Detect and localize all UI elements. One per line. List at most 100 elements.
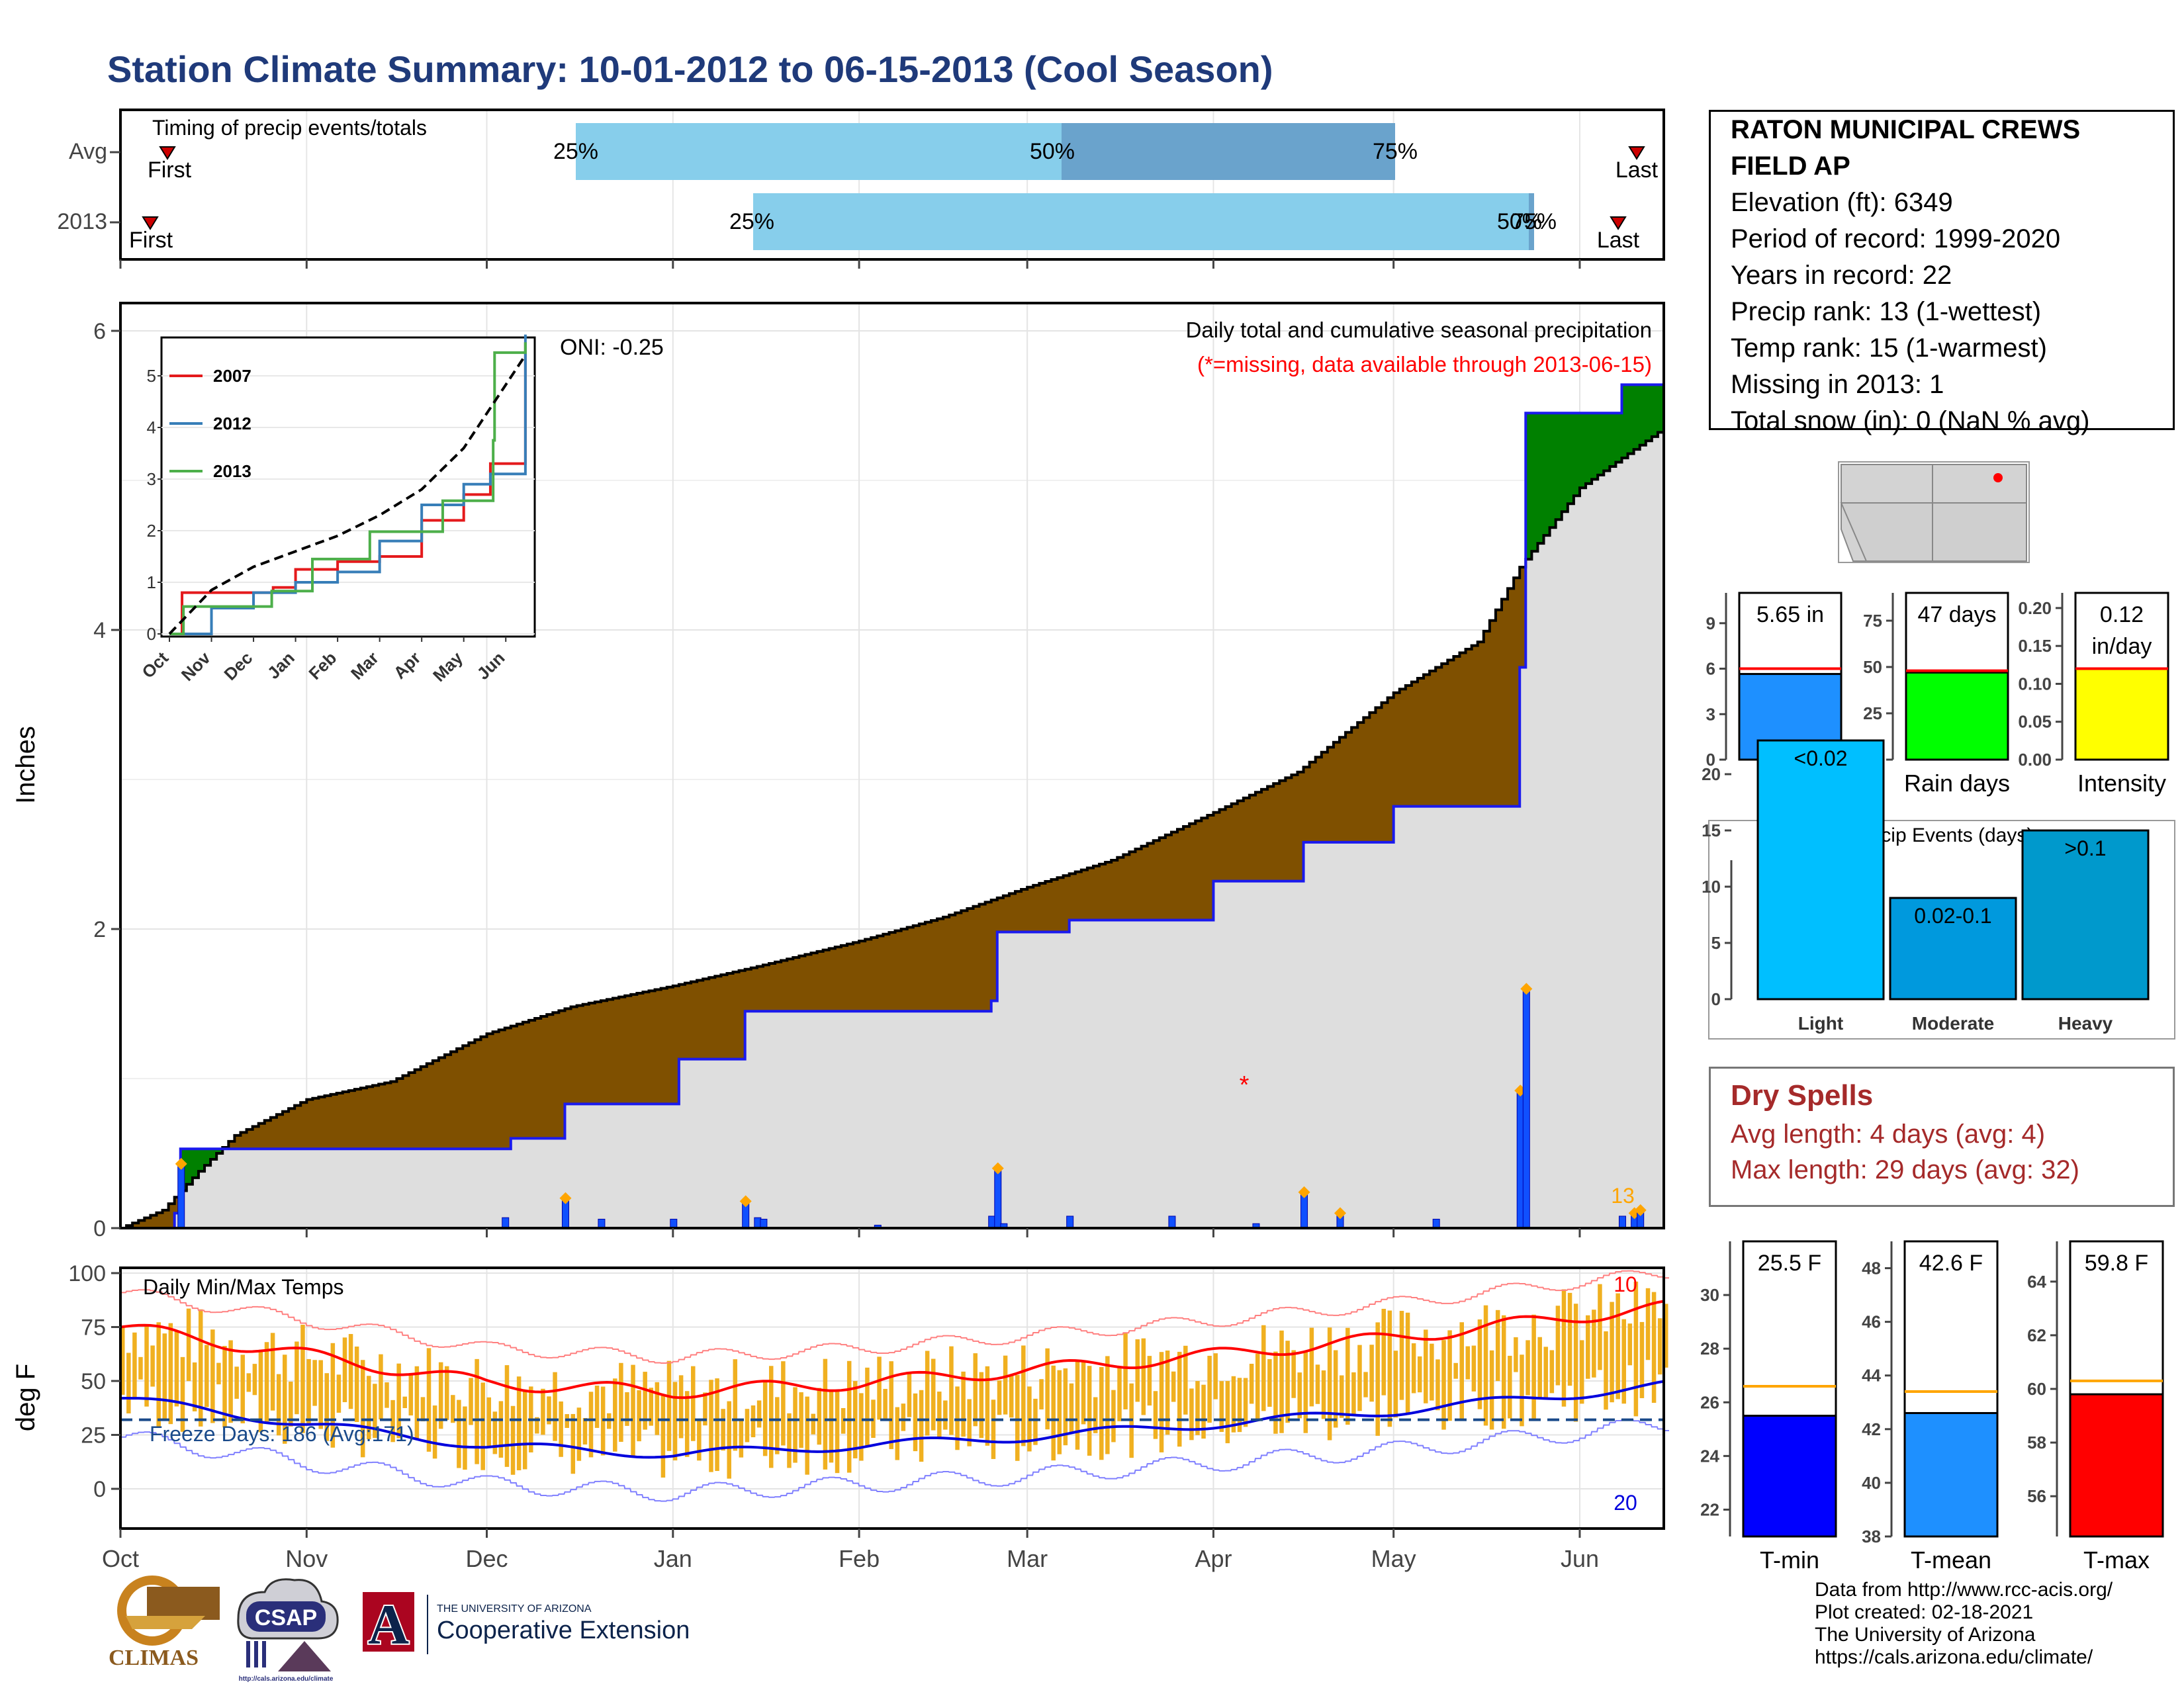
daily-temp-bar	[150, 1345, 155, 1387]
daily-temp-bar	[1537, 1337, 1542, 1399]
daily-temp-bar	[1405, 1312, 1410, 1415]
daily-temp-bar	[1345, 1327, 1350, 1425]
avg-bar-late	[1062, 123, 1395, 180]
daily-temp-bar	[1543, 1347, 1549, 1398]
record-low-line	[120, 1419, 1669, 1502]
daily-temp-bar	[1664, 1304, 1668, 1368]
daily-temp-bar	[228, 1340, 233, 1423]
daily-temp-bar	[787, 1413, 792, 1468]
daily-temp-bar	[1093, 1397, 1098, 1433]
daily-temp-bar	[1141, 1338, 1146, 1415]
daily-temp-bar	[1657, 1318, 1662, 1375]
credit-university: The University of Arizona	[1815, 1624, 2036, 1646]
daily-temp-bar	[373, 1384, 377, 1439]
heavy-day-marker	[1298, 1186, 1310, 1198]
y2013-75-label: 75%	[1512, 209, 1557, 234]
daily-temp-bar	[1567, 1292, 1572, 1386]
page-title: Station Climate Summary: 10-01-2012 to 0…	[107, 48, 1273, 90]
daily-temp-bar	[649, 1388, 654, 1426]
station-years: Years in record: 22	[1731, 261, 1952, 290]
tmean-summary-tick-label: 48	[1862, 1259, 1881, 1278]
daily-temp-bar	[486, 1397, 492, 1446]
daily-temp-bar	[768, 1366, 774, 1468]
heavy-day-marker	[1520, 983, 1533, 995]
events-tick-label: 0	[1711, 989, 1721, 1009]
daily-temp-bar	[1363, 1372, 1368, 1398]
heavy-day-marker	[559, 1192, 572, 1204]
daily-temp-bar	[1453, 1362, 1458, 1379]
daily-temp-bar	[330, 1343, 336, 1448]
daily-temp-bar	[582, 1418, 588, 1445]
svg-text:THE UNIVERSITY OF ARIZONA: THE UNIVERSITY OF ARIZONA	[437, 1603, 592, 1615]
daily-temp-bar	[1340, 1375, 1344, 1418]
daily-temp-bar	[943, 1400, 948, 1430]
daily-temp-bar	[1291, 1350, 1296, 1398]
daily-temp-bar	[1465, 1346, 1471, 1380]
daily-temp-bar	[1021, 1345, 1026, 1446]
dry-spells-max: Max length: 29 days (avg: 32)	[1731, 1155, 2079, 1184]
daily-temp-bar	[678, 1375, 684, 1439]
daily-temp-bar	[1598, 1284, 1602, 1370]
station-snow: Total snow (in): 0 (NaN % avg)	[1731, 406, 2090, 435]
inset-series-line	[169, 342, 527, 635]
daily-temp-bar	[1189, 1388, 1194, 1441]
inset-ytick-label: 3	[147, 469, 156, 489]
daily-temp-bar	[961, 1371, 966, 1437]
svg-text:Cooperative Extension: Cooperative Extension	[437, 1617, 690, 1644]
daily-temp-bar	[1351, 1372, 1356, 1415]
daily-temp-bar	[1003, 1355, 1008, 1415]
daily-temp-bar	[451, 1395, 455, 1423]
tmean-summary-bar	[1903, 1411, 1999, 1538]
tmin-summary-bar	[1742, 1415, 1837, 1538]
daily-temp-bar	[1417, 1356, 1422, 1393]
inset-legend-label: 2007	[213, 366, 251, 386]
daily-temp-bar	[1447, 1330, 1452, 1421]
daily-temp-bar	[264, 1342, 269, 1424]
csap-logo: CSAP http://cals.arizona.edu/climate	[237, 1578, 339, 1683]
deficit-fill	[126, 567, 1526, 1228]
daily-temp-bar	[1333, 1350, 1338, 1428]
heavy-day-marker	[1634, 1204, 1647, 1216]
daily-temp-bar	[1573, 1304, 1578, 1422]
daily-precip-bar	[1522, 988, 1530, 1229]
daily-temp-bar	[252, 1364, 257, 1396]
cold-count: 20	[1614, 1491, 1637, 1515]
daily-temp-bar	[1520, 1355, 1524, 1427]
daily-temp-bar	[1081, 1360, 1086, 1425]
month-label: Jun	[1561, 1545, 1599, 1572]
row-label-avg: Avg	[69, 139, 107, 164]
station-period: Period of record: 1999-2020	[1731, 224, 2061, 253]
daily-temp-bar	[1225, 1381, 1230, 1444]
intensity-summary-tick-label: 0.15	[2018, 636, 2052, 656]
month-label: Jan	[654, 1545, 692, 1572]
daily-temp-bar	[823, 1358, 828, 1470]
daily-temp-bar	[276, 1374, 281, 1436]
daily-temp-bar	[1375, 1322, 1380, 1436]
daily-temp-bar	[475, 1358, 479, 1464]
hot-count: 10	[1614, 1272, 1637, 1296]
daily-temp-bar	[198, 1309, 203, 1427]
daily-temp-bar	[570, 1413, 576, 1474]
y2013-25-label: 25%	[729, 209, 774, 234]
daily-temp-bar	[300, 1324, 305, 1433]
daily-temp-bar	[222, 1346, 227, 1428]
daily-temp-bar	[684, 1391, 690, 1457]
daily-temp-bar	[703, 1392, 707, 1426]
intensity-summary: 0.00 0.05 0.10 0.15 0.20 0.12 in/day Intensity	[2018, 592, 2169, 797]
svg-text:http://cals.arizona.edu/climat: http://cals.arizona.edu/climate	[239, 1675, 334, 1683]
daily-temp-bar	[1009, 1374, 1014, 1418]
daily-temp-bar	[1441, 1340, 1446, 1430]
precip-ytick-label: 6	[93, 319, 106, 344]
temp-ytick-label: 75	[81, 1315, 106, 1341]
month-label: Apr	[1195, 1545, 1232, 1572]
daily-temp-bar	[1099, 1366, 1104, 1460]
station-elevation: Elevation (ft): 6349	[1731, 188, 1953, 217]
daily-temp-bar	[1309, 1327, 1314, 1407]
intensity-summary-unit-label: in/day	[2092, 634, 2152, 659]
daily-temp-bar	[469, 1378, 473, 1425]
daily-temp-bar	[1579, 1340, 1584, 1404]
events-bar	[1756, 739, 1885, 1000]
